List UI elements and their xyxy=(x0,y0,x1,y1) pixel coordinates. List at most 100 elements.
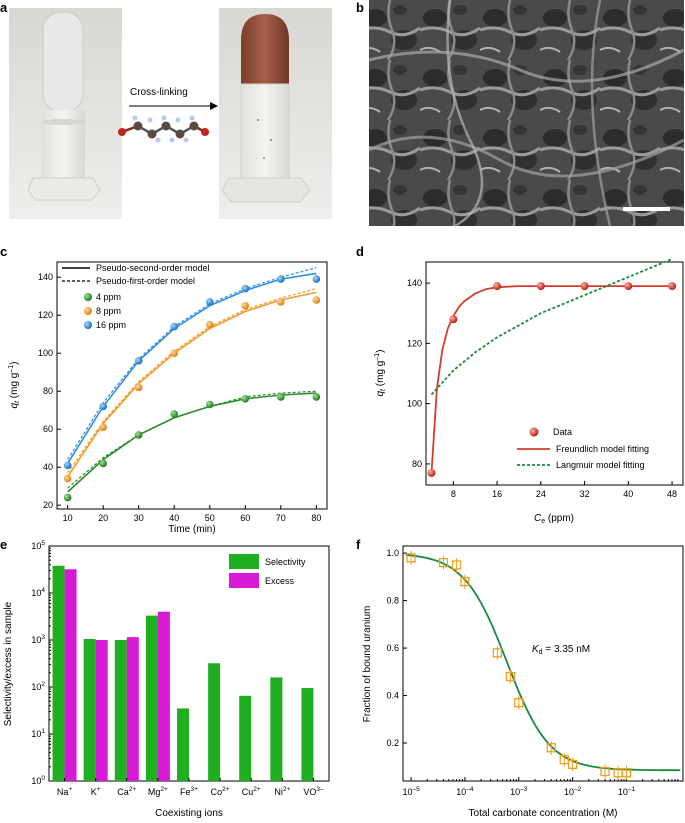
f-point xyxy=(567,757,578,772)
c-point xyxy=(134,431,143,439)
f-point xyxy=(451,557,462,572)
e-legend-excess: Excess xyxy=(265,576,295,586)
d-ytick-label: 80 xyxy=(412,459,422,469)
c-legend: Pseudo-second-order model Pseudo-first-o… xyxy=(62,263,210,330)
d-ytick-label: 120 xyxy=(407,338,422,348)
f-plot-frame xyxy=(402,545,684,782)
d-xtick-label: 32 xyxy=(580,489,590,499)
panel-label-a: a xyxy=(0,0,8,15)
d-xtick-label: 8 xyxy=(451,489,456,499)
c-ytick-label: 20 xyxy=(43,500,53,510)
e-bar-selectivity xyxy=(177,708,189,781)
d-ylabel-sub: t xyxy=(380,388,387,391)
c-point xyxy=(170,410,179,418)
c-point xyxy=(63,474,72,483)
c-point xyxy=(99,402,107,411)
c-ytick-label: 40 xyxy=(43,462,53,472)
f-fit-curve xyxy=(405,554,681,772)
panel-d: 80 100 120 140 8 16 24 32 40 48 Ce (ppm) qt (mg g… xyxy=(374,258,684,525)
e-legend-selectivity: Selectivity xyxy=(265,557,306,567)
d-xtick-label: 16 xyxy=(492,489,502,499)
e-bar-selectivity xyxy=(114,640,127,781)
f-marker xyxy=(546,743,556,753)
c-point xyxy=(312,393,321,401)
e-bar-selectivity xyxy=(83,639,96,781)
d-point xyxy=(580,282,589,291)
c-point xyxy=(277,298,285,306)
c-xtick-label: 30 xyxy=(134,513,144,523)
panel-label-f: f xyxy=(356,537,361,552)
e-bar-excess xyxy=(126,637,139,781)
d-point xyxy=(536,282,545,291)
c-point xyxy=(312,275,321,283)
e-ytick-label: 102 xyxy=(31,681,45,692)
f-point xyxy=(406,550,416,565)
d-xtick-label: 48 xyxy=(667,489,677,499)
e-bar-selectivity xyxy=(301,688,314,781)
f-marker xyxy=(559,754,569,765)
c-xtick-label: 20 xyxy=(98,513,108,523)
f-point xyxy=(600,764,610,779)
f-xtick-label: 10–3 xyxy=(510,786,528,797)
c-xlabel: Time (min) xyxy=(168,524,215,535)
f-annotation: Kd = 3.35 nM xyxy=(532,644,590,656)
f-point xyxy=(438,555,449,570)
d-point xyxy=(624,282,633,291)
e-bar-selectivity xyxy=(239,695,252,781)
e-ytick-label: 105 xyxy=(31,540,45,551)
f-marker xyxy=(406,553,416,563)
f-ytick-label: 0.8 xyxy=(386,596,399,606)
c-legend-16ppm: 16 ppm xyxy=(96,320,126,330)
e-xtick-label: Na+ xyxy=(57,786,73,797)
e-xtick-label: Cu2+ xyxy=(242,786,261,797)
d-xlabel-unit: (ppm) xyxy=(545,513,574,524)
d-ytick-label: 100 xyxy=(407,399,422,409)
f-ytick-label: 0.2 xyxy=(386,738,399,748)
d-xlabel-sub: e xyxy=(541,518,545,525)
f-point xyxy=(613,765,623,780)
f-ylabel: Fraction of bound uranium xyxy=(362,606,373,723)
d-xtick-label: 24 xyxy=(536,489,546,499)
c-point xyxy=(99,459,107,468)
c-pfo-curve-1 xyxy=(67,288,317,474)
e-ylabel: Selectivity/excess in sample xyxy=(3,601,14,726)
f-xlabel: Total carbonate concentration (M) xyxy=(469,808,618,819)
f-marker xyxy=(460,576,470,587)
f-marker xyxy=(438,557,449,568)
c-xtick-label: 50 xyxy=(205,513,215,523)
e-xtick-label: Fe3+ xyxy=(180,786,198,797)
c-point xyxy=(312,296,321,304)
f-annotation-k: K xyxy=(532,644,540,655)
panel-f: 0.2 0.4 0.6 0.8 1.0 10–5 10–4 10–3 10–2 10–1 Kd =… xyxy=(362,545,684,819)
c-legend-pfo: Pseudo-first-order model xyxy=(96,276,195,286)
c-ylabel-exp: –1 xyxy=(8,365,15,373)
f-annotation-value: = 3.35 nM xyxy=(543,644,591,655)
d-legend-data: Data xyxy=(553,427,572,437)
d-legend: Data Freundlich model fitting Langmuir m… xyxy=(517,427,649,470)
panel-c: 20 40 60 80 100 120 140 10 20 30 40 50 60 70 80 Time (… xyxy=(8,261,328,535)
c-xtick-label: 10 xyxy=(63,513,73,523)
c-pfo-curve-2 xyxy=(67,267,317,460)
f-ytick-label: 0.6 xyxy=(386,643,399,653)
e-bar-excess xyxy=(64,569,77,781)
c-point xyxy=(241,284,250,293)
f-xtick-label: 10–1 xyxy=(618,786,636,797)
d-point xyxy=(493,282,502,291)
e-bar-excess xyxy=(157,611,170,781)
c-ytick-label: 140 xyxy=(38,272,53,282)
panel-e: 100 101 102 103 104 105 Na+ K+ Ca2+ Mg2+ Fe3+ Co2+ C… xyxy=(3,540,330,819)
c-point xyxy=(63,493,72,502)
c-point xyxy=(63,461,72,470)
c-point xyxy=(205,298,214,306)
e-xtick-label: Co2+ xyxy=(211,786,230,797)
c-point xyxy=(99,423,107,432)
d-ylabel-q: q xyxy=(375,391,386,397)
panel-label-d: d xyxy=(356,244,364,259)
c-point xyxy=(134,383,143,392)
d-legend-freundlich: Freundlich model fitting xyxy=(556,444,649,454)
d-ylabel: qt (mg g–1) xyxy=(374,350,387,397)
c-ylabel-q: q xyxy=(9,403,20,409)
e-ytick-label: 100 xyxy=(31,775,45,786)
c-point xyxy=(241,301,250,310)
crosslinker-molecule xyxy=(118,115,209,143)
